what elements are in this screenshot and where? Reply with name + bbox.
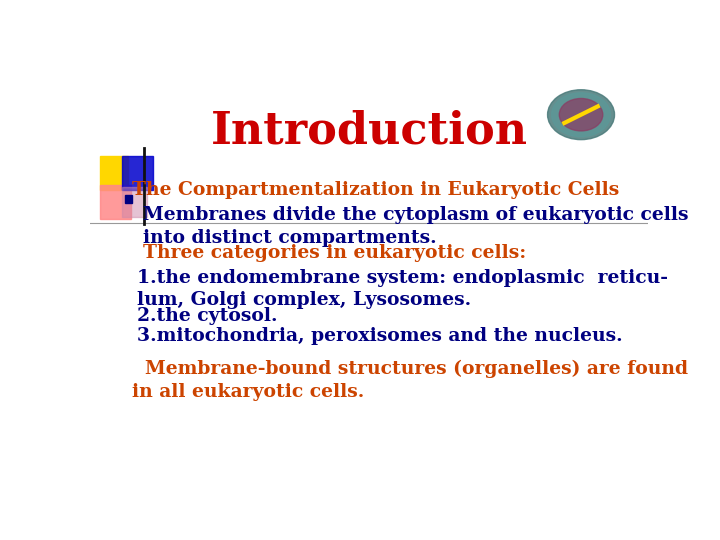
Circle shape <box>559 98 603 131</box>
Bar <box>125 194 132 203</box>
Text: 3.mitochondria, peroxisomes and the nucleus.: 3.mitochondria, peroxisomes and the nucl… <box>138 327 623 345</box>
Bar <box>100 185 131 219</box>
Circle shape <box>552 93 611 137</box>
Text: Membrane-bound structures (organelles) are found
in all eukaryotic cells.: Membrane-bound structures (organelles) a… <box>132 360 688 401</box>
Text: The Compartmentalization in Eukaryotic Cells: The Compartmentalization in Eukaryotic C… <box>132 181 619 199</box>
Bar <box>100 156 128 190</box>
Text: 1.the endomembrane system: endoplasmic  reticu-
lum, Golgi complex, Lysosomes.: 1.the endomembrane system: endoplasmic r… <box>138 268 668 309</box>
Circle shape <box>547 90 615 140</box>
Text: Three categories in eukaryotic cells:: Three categories in eukaryotic cells: <box>143 245 526 262</box>
Text: Membranes divide the cytoplasm of eukaryotic cells
into distinct compartments.: Membranes divide the cytoplasm of eukary… <box>143 206 688 247</box>
Bar <box>122 187 148 217</box>
Text: 2.the cytosol.: 2.the cytosol. <box>138 307 278 325</box>
Bar <box>122 156 153 190</box>
Text: Introduction: Introduction <box>210 110 528 153</box>
